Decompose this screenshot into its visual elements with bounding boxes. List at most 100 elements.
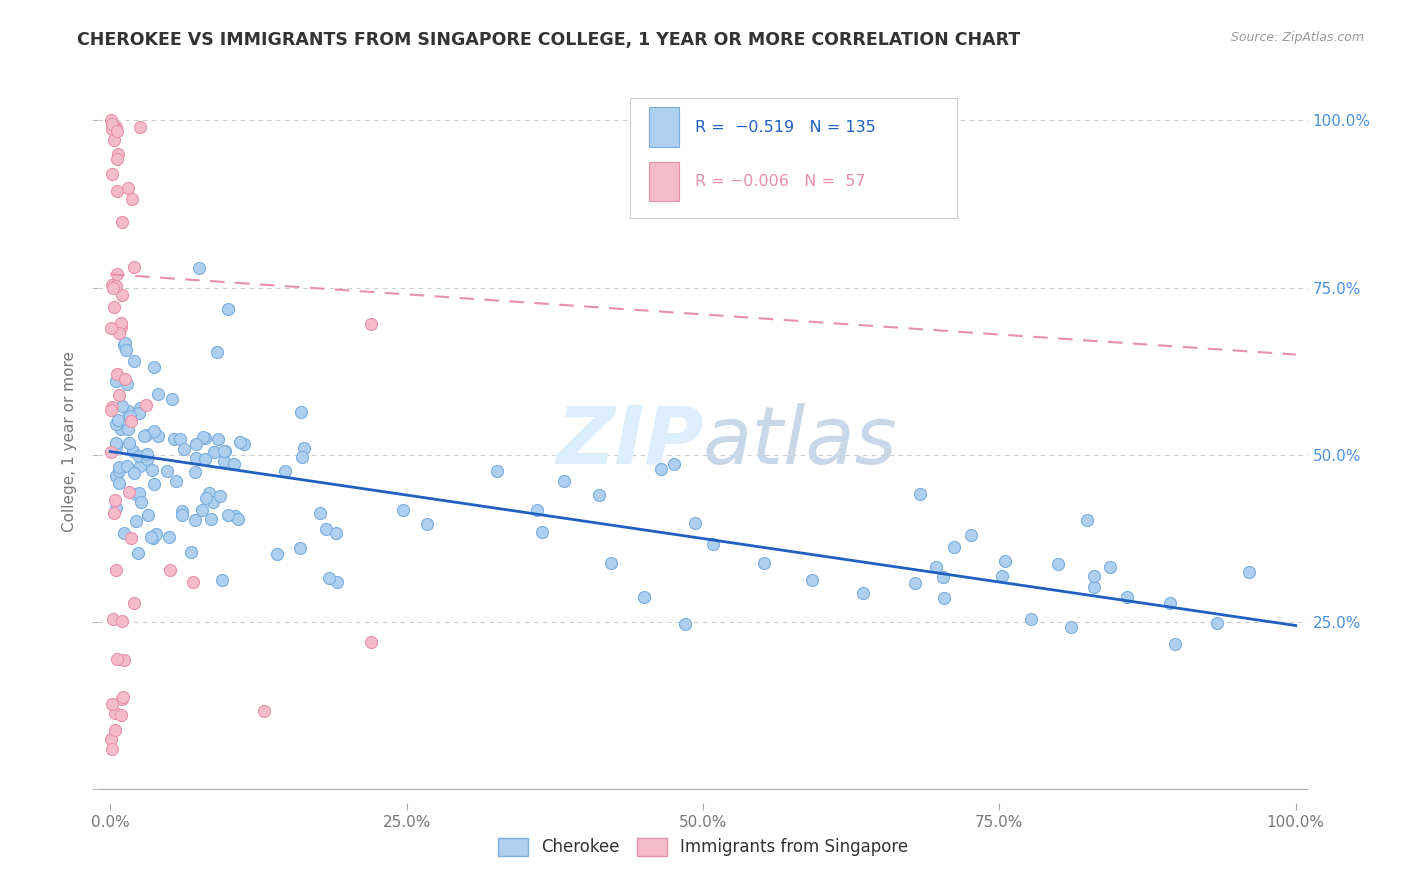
Point [118, 409, 141, 424]
Point [1206, 616, 1229, 631]
Point [105, 500, 128, 515]
Point [100, 402, 122, 417]
Point [105, 417, 128, 431]
Point [136, 447, 159, 461]
Point [1047, 558, 1070, 572]
Point [184, 436, 207, 450]
Point [1076, 513, 1098, 527]
Point [105, 124, 128, 138]
Point [105, 368, 128, 382]
Point [100, 444, 122, 458]
Point [205, 344, 228, 359]
Point [112, 653, 135, 667]
Point [110, 707, 132, 722]
Point [198, 486, 221, 500]
Point [105, 435, 128, 450]
Point [104, 493, 127, 508]
Point [200, 512, 222, 526]
Point [143, 359, 166, 374]
Point [111, 215, 134, 229]
Point [1019, 612, 1042, 626]
Point [416, 517, 439, 532]
Point [214, 443, 236, 458]
Point [994, 554, 1017, 568]
Point [101, 278, 124, 293]
Text: CHEROKEE VS IMMIGRANTS FROM SINGAPORE COLLEGE, 1 YEAR OR MORE CORRELATION CHART: CHEROKEE VS IMMIGRANTS FROM SINGAPORE CO… [77, 31, 1021, 49]
Point [212, 443, 235, 458]
Point [120, 531, 142, 545]
Text: R =  −0.519   N = 135: R = −0.519 N = 135 [695, 120, 876, 135]
Point [157, 530, 180, 544]
Point [526, 503, 548, 517]
Point [134, 429, 156, 443]
Point [683, 516, 706, 531]
Point [111, 399, 134, 413]
Point [112, 525, 135, 540]
Point [214, 453, 236, 467]
Point [315, 522, 337, 536]
Point [160, 392, 183, 406]
Point [143, 424, 166, 438]
Point [209, 489, 232, 503]
Point [217, 302, 239, 317]
Point [108, 326, 131, 340]
Point [908, 487, 931, 501]
Point [135, 399, 157, 413]
Point [128, 485, 150, 500]
Point [172, 508, 194, 523]
Point [222, 458, 245, 472]
Point [530, 524, 553, 539]
Point [127, 546, 149, 560]
Point [108, 460, 131, 475]
Point [117, 180, 139, 194]
Point [105, 440, 128, 454]
Point [107, 464, 129, 478]
Point [943, 540, 966, 554]
Point [217, 508, 239, 522]
Point [103, 300, 125, 314]
Point [904, 576, 927, 591]
Point [360, 317, 382, 331]
Point [139, 530, 162, 544]
Point [125, 487, 148, 501]
Point [326, 575, 349, 590]
Point [142, 531, 165, 545]
Point [114, 343, 136, 357]
Point [202, 445, 225, 459]
Point [195, 491, 218, 506]
Point [103, 134, 125, 148]
Point [191, 503, 214, 517]
Point [183, 513, 205, 527]
Point [115, 459, 138, 474]
Point [1083, 569, 1105, 583]
Point [122, 354, 145, 368]
Point [143, 476, 166, 491]
Point [360, 635, 382, 649]
Point [103, 120, 125, 134]
Point [253, 704, 276, 718]
Point [194, 452, 217, 467]
Point [1083, 580, 1105, 594]
Text: ZIP: ZIP [555, 402, 703, 481]
Point [156, 464, 179, 478]
Point [122, 596, 145, 610]
Point [146, 387, 169, 401]
Point [207, 432, 229, 446]
Point [107, 147, 129, 161]
Point [100, 731, 122, 746]
Point [100, 122, 122, 136]
Point [122, 260, 145, 274]
Point [114, 335, 136, 350]
Point [129, 401, 152, 415]
Point [105, 279, 128, 293]
Point [124, 467, 146, 481]
Point [141, 463, 163, 477]
Point [188, 260, 211, 275]
Point [115, 377, 138, 392]
Point [125, 514, 148, 528]
Point [104, 723, 127, 737]
Point [100, 113, 122, 128]
Point [702, 537, 724, 551]
Point [101, 167, 124, 181]
Point [925, 560, 948, 574]
